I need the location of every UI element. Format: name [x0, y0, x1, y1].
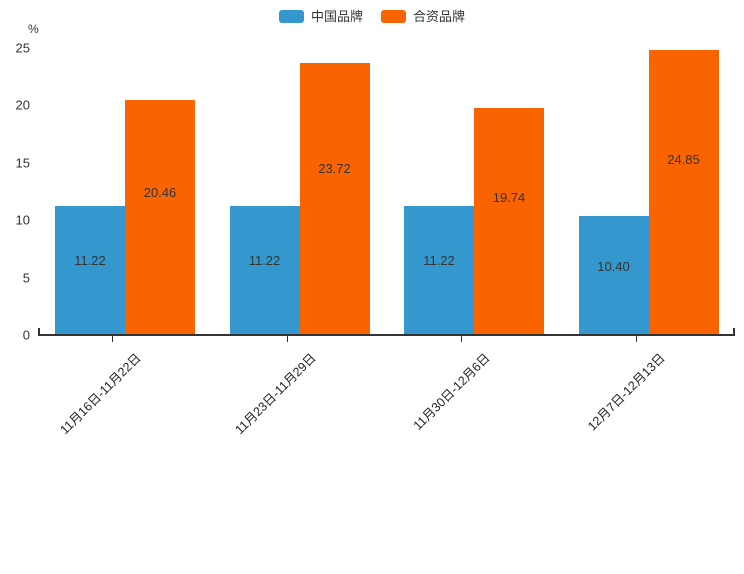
bar-value-label: 11.22: [248, 252, 281, 268]
x-axis-line: [38, 334, 735, 336]
bar-joint-venture-brand-3[interactable]: 19.74: [474, 108, 544, 335]
x-axis-tick-3: [461, 336, 462, 342]
x-axis-tick-2: [286, 336, 288, 342]
x-axis-label-4: 12月7日-12月13日: [584, 350, 668, 434]
bar-value-label: 24.85: [667, 152, 700, 168]
bar-china-brand-1[interactable]: 11.22: [55, 206, 125, 335]
chart-legend: 中国品牌 合资品牌: [0, 6, 744, 26]
x-axis-right-cap: [733, 328, 735, 335]
x-axis-label-3: 11月30日-12月6日: [410, 350, 493, 433]
legend-swatch-icon-joint-venture-brand: [381, 9, 406, 23]
legend-item-joint-venture-brand[interactable]: 合资品牌: [381, 8, 466, 24]
legend-item-china-brand[interactable]: 中国品牌: [278, 8, 363, 24]
bar-china-brand-4[interactable]: 10.40: [578, 215, 649, 335]
y-axis-tick-15: 15: [15, 155, 30, 171]
bar-joint-venture-brand-2[interactable]: 23.72: [299, 62, 370, 335]
y-axis-unit-label: %: [28, 22, 39, 36]
bar-value-label: 23.72: [318, 160, 351, 176]
bar-china-brand-3[interactable]: 11.22: [404, 206, 474, 335]
x-axis-label-2: 11月23日-11月29日: [232, 350, 319, 438]
bar-value-label: 11.22: [74, 252, 106, 268]
bar-joint-venture-brand-1[interactable]: 20.46: [125, 100, 195, 335]
bar-china-brand-2[interactable]: 11.22: [229, 206, 300, 335]
y-axis-tick-0: 0: [22, 327, 30, 343]
x-axis-tick-1: [112, 336, 113, 342]
y-axis-tick-20: 20: [15, 97, 30, 113]
bar-chart: 中国品牌 合资品牌 % 0 5 10 15 20 25 11.22 20.46 11.22 23…: [0, 6, 744, 438]
y-axis-tick-25: 25: [15, 40, 30, 56]
bar-value-label: 20.46: [143, 184, 177, 200]
x-axis-left-cap: [38, 328, 40, 335]
bar-value-label: 10.40: [597, 258, 630, 274]
y-axis-tick-10: 10: [15, 212, 30, 228]
y-axis-tick-5: 5: [22, 270, 30, 286]
bar-value-label: 11.22: [423, 252, 455, 268]
bar-value-label: 19.74: [492, 189, 526, 205]
legend-label-joint-venture-brand: 合资品牌: [413, 8, 466, 24]
legend-label-china-brand: 中国品牌: [310, 8, 363, 24]
legend-swatch-icon-china-brand: [278, 9, 304, 23]
bar-joint-venture-brand-4[interactable]: 24.85: [648, 49, 719, 335]
x-axis-tick-4: [635, 336, 637, 342]
